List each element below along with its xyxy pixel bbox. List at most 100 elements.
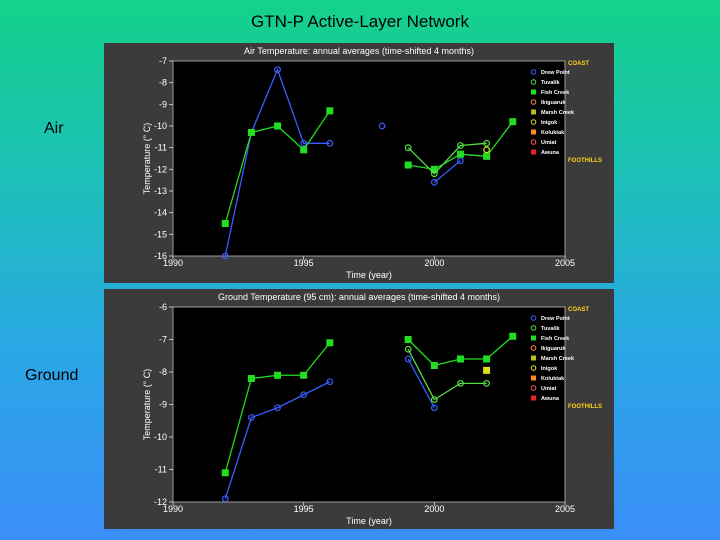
data-point-fish-creek <box>274 122 282 130</box>
series-line-drew-point <box>224 381 331 499</box>
legend-entry-tuvalik: Tuvalik <box>541 80 560 86</box>
data-point-tuvalik <box>404 345 412 353</box>
data-point-drew-point <box>404 355 412 363</box>
data-point-drew-point <box>221 495 229 503</box>
data-point-tuvalik <box>404 144 412 152</box>
chart-title: Air Temperature: annual averages (time-s… <box>244 46 474 56</box>
legend-entry-ikiguaruk: Ikiguaruk <box>541 100 566 106</box>
series-line-drew-point <box>433 160 461 183</box>
y-tick-label: -6 <box>159 302 167 312</box>
x-tick-label: 2000 <box>424 258 444 268</box>
x-tick-label: 1995 <box>294 504 314 514</box>
data-point-fish-creek <box>430 362 438 369</box>
data-point-drew-point <box>378 122 386 130</box>
legend-group-foothills: FOOTHILLS <box>568 404 602 410</box>
y-tick-label: -13 <box>154 186 167 196</box>
legend-marker-inigok <box>530 119 537 125</box>
y-tick-label: -15 <box>154 229 167 239</box>
legend-entry-inigok: Inigok <box>541 366 558 372</box>
legend-marker-koluktak <box>531 375 536 381</box>
legend-marker-tuvalik <box>530 325 537 331</box>
air-label: Air <box>44 120 64 137</box>
x-axis-label: Time (year) <box>346 516 392 526</box>
data-point-drew-point <box>274 404 281 412</box>
data-point-fish-creek <box>221 220 229 227</box>
data-point-tuvalik <box>430 396 438 404</box>
data-point-fish-creek <box>456 355 464 363</box>
ground-temperature-chart: Ground Temperature (95 cm): annual avera… <box>142 292 602 526</box>
air-chart-panel: Air Temperature: annual averages (time-s… <box>104 43 614 283</box>
air-temperature-chart: Air Temperature: annual averages (time-s… <box>142 46 602 280</box>
data-point-drew-point <box>221 252 229 260</box>
y-tick-label: -7 <box>159 335 167 345</box>
legend-entry-fish-creek: Fish Creek <box>541 90 570 96</box>
legend-entry-marsh-creek: Marsh Creek <box>541 356 575 362</box>
series-line-tuvalik <box>407 142 487 175</box>
data-point-tuvalik <box>457 379 464 387</box>
legend-group-coast: COAST <box>568 307 589 313</box>
x-tick-label: 1990 <box>163 504 183 514</box>
series-line-drew-point <box>407 358 435 409</box>
data-point-drew-point <box>300 139 308 147</box>
legend-marker-inigok <box>530 365 537 371</box>
legend-marker-ikiguaruk <box>530 99 537 105</box>
data-point-fish-creek <box>326 107 334 115</box>
legend-marker-awuna <box>531 395 536 401</box>
y-tick-label: -9 <box>159 99 167 109</box>
data-point-fish-creek <box>483 152 491 160</box>
legend-marker-fish-creek <box>531 335 536 341</box>
x-axis-label: Time (year) <box>346 270 392 280</box>
legend-entry-tuvalik: Tuvalik <box>541 326 560 332</box>
data-point-tuvalik <box>457 142 464 149</box>
data-point-drew-point <box>430 404 438 412</box>
data-point-drew-point <box>326 139 334 147</box>
legend-marker-tuvalik <box>530 79 537 85</box>
x-tick-label: 1990 <box>163 258 183 268</box>
y-tick-label: -11 <box>155 143 167 153</box>
y-tick-label: -8 <box>159 367 167 377</box>
legend-entry-fish-creek: Fish Creek <box>541 336 570 342</box>
data-point-drew-point <box>300 391 308 399</box>
data-point-fish-creek <box>221 469 229 477</box>
data-point-tuvalik <box>483 379 491 387</box>
legend-marker-koluktak <box>531 129 536 135</box>
legend-entry-drew-point: Drew Point <box>541 70 570 76</box>
plot-area <box>172 306 566 503</box>
legend-group-foothills: FOOTHILLS <box>568 158 602 164</box>
legend-entry-ikiguaruk: Ikiguaruk <box>541 346 566 352</box>
legend-marker-ikiguaruk <box>530 345 537 351</box>
data-point-drew-point <box>457 157 464 165</box>
legend-marker-awuna <box>531 149 536 155</box>
series-line-tuvalik <box>407 348 487 401</box>
data-point-fish-creek <box>247 129 255 136</box>
y-tick-label: -7 <box>159 56 167 66</box>
data-point-fish-creek <box>404 161 412 169</box>
data-point-fish-creek <box>509 118 517 126</box>
data-point-inigok <box>483 146 491 154</box>
data-point-tuvalik <box>483 139 491 147</box>
y-tick-label: -8 <box>159 78 167 88</box>
legend-entry-drew-point: Drew Point <box>541 316 570 322</box>
data-point-fish-creek <box>404 336 412 343</box>
slide-title: GTN-P Active-Layer Network <box>251 12 469 31</box>
x-tick-label: 2000 <box>424 504 444 514</box>
legend-marker-fish-creek <box>531 89 536 95</box>
data-point-fish-creek <box>274 371 282 379</box>
data-point-fish-creek <box>430 165 438 173</box>
ground-chart-panel: Ground Temperature (95 cm): annual avera… <box>104 289 614 529</box>
chart-title: Ground Temperature (95 cm): annual avera… <box>218 292 500 302</box>
legend-marker-umiat <box>530 139 537 145</box>
x-tick-label: 1995 <box>294 258 314 268</box>
legend-entry-umiat: Umiat <box>541 386 556 392</box>
y-tick-label: -14 <box>154 208 167 218</box>
ground-label: Ground <box>25 367 79 384</box>
legend-marker-marsh-creek <box>531 355 536 361</box>
data-point-fish-creek <box>326 339 334 347</box>
y-axis-label: Temperature (° C) <box>142 123 152 195</box>
legend-entry-marsh-creek: Marsh Creek <box>541 110 575 116</box>
legend-entry-umiat: Umiat <box>541 140 556 146</box>
y-axis-label: Temperature (° C) <box>142 369 152 441</box>
legend-entry-awuna: Awuna <box>541 396 560 402</box>
series-line-drew-point <box>224 67 330 257</box>
legend-entry-awuna: Awuna <box>541 150 560 156</box>
